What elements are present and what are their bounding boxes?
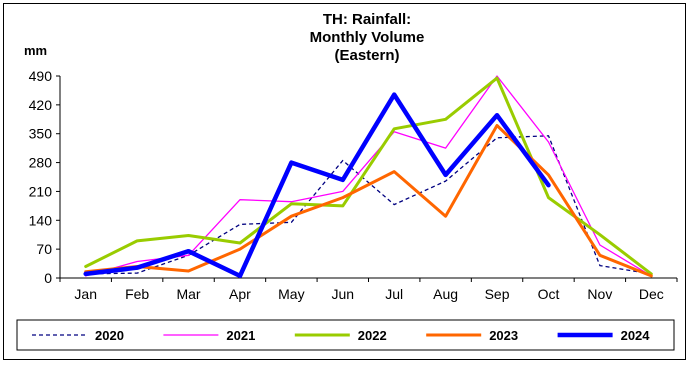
x-tick-label: Jan [74, 286, 97, 302]
y-tick-label: 210 [29, 183, 53, 199]
x-tick-label: Sep [485, 286, 510, 302]
y-tick-label: 490 [29, 68, 53, 84]
chart-title-line-3: (Eastern) [334, 47, 399, 64]
series-line-2024 [83, 92, 551, 279]
legend-label-2021: 2021 [226, 328, 255, 343]
series-line-2023 [84, 124, 653, 278]
y-tick-label: 280 [29, 155, 53, 171]
legend-label-2020: 2020 [95, 328, 124, 343]
line-chart: TH: Rainfall: Monthly Volume (Eastern) m… [16, 11, 678, 351]
x-tick-label: Mar [176, 286, 200, 302]
legend-label-2024: 2024 [621, 328, 651, 343]
x-tick-label: Oct [538, 286, 560, 302]
series-line-2022 [84, 76, 653, 276]
series-line-2021 [85, 75, 652, 277]
y-axis-ticks: 0 70 140 210 280 350 420 490 [29, 68, 60, 286]
chart-title: TH: Rainfall: Monthly Volume (Eastern) [310, 11, 425, 64]
legend-label-2023: 2023 [489, 328, 518, 343]
series-line-2020 [85, 135, 652, 275]
x-tick-label: May [278, 286, 304, 302]
x-tick-label: Dec [639, 286, 664, 302]
x-tick-label: Nov [587, 286, 612, 302]
chart-title-line-2: Monthly Volume [310, 29, 425, 46]
y-tick-label: 70 [36, 241, 52, 257]
x-tick-label: Jul [385, 286, 403, 302]
legend: 2020 2021 2022 2023 2024 [16, 319, 675, 351]
chart-frame: TH: Rainfall: Monthly Volume (Eastern) m… [3, 3, 686, 360]
x-tick-label: Feb [125, 286, 149, 302]
y-axis-unit-label: mm [24, 43, 47, 58]
y-tick-label: 0 [44, 270, 52, 286]
legend-label-2022: 2022 [358, 328, 387, 343]
series-lines [83, 75, 653, 279]
x-tick-label: Jun [332, 286, 355, 302]
x-tick-label: Aug [433, 286, 458, 302]
axes [59, 76, 677, 279]
x-axis-ticks: Jan Feb Mar Apr May Jun Jul Aug Sep Oct Nov Dec [59, 278, 678, 302]
chart-title-line-1: TH: Rainfall: [323, 11, 411, 28]
x-tick-label: Apr [229, 286, 251, 302]
y-tick-label: 140 [29, 212, 53, 228]
y-tick-label: 420 [29, 97, 53, 113]
y-tick-label: 350 [29, 126, 53, 142]
